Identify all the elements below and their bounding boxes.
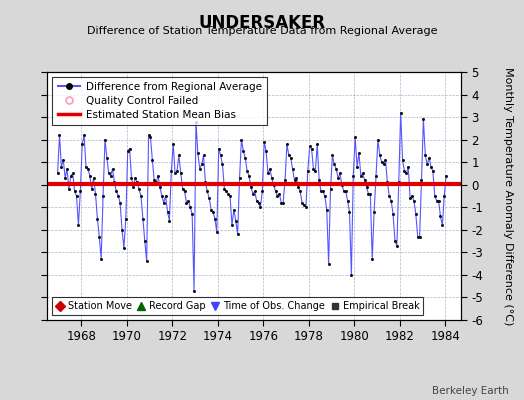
Text: Difference of Station Temperature Data from Regional Average: Difference of Station Temperature Data f…	[87, 26, 437, 36]
Text: UNDERSAKER: UNDERSAKER	[199, 14, 325, 32]
Legend: Station Move, Record Gap, Time of Obs. Change, Empirical Break: Station Move, Record Gap, Time of Obs. C…	[52, 297, 423, 315]
Text: Berkeley Earth: Berkeley Earth	[432, 386, 508, 396]
Y-axis label: Monthly Temperature Anomaly Difference (°C): Monthly Temperature Anomaly Difference (…	[503, 67, 513, 325]
